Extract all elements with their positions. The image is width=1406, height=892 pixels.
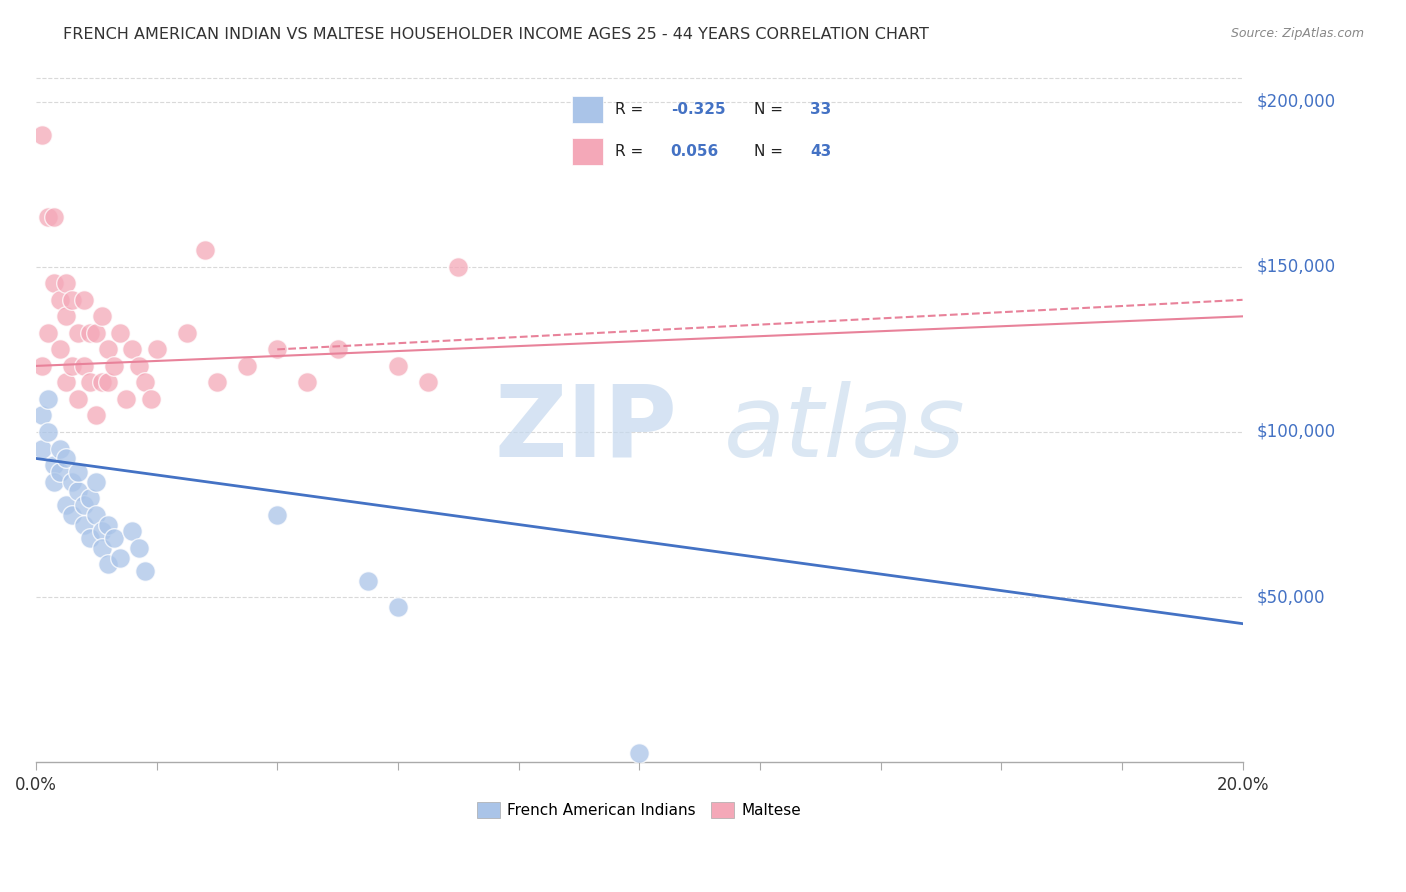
Text: 33: 33 bbox=[810, 103, 831, 117]
Text: $50,000: $50,000 bbox=[1257, 588, 1326, 607]
Point bbox=[42, 211, 65, 225]
Text: ZIP: ZIP bbox=[495, 381, 678, 478]
FancyBboxPatch shape bbox=[572, 96, 603, 123]
Text: -0.325: -0.325 bbox=[671, 103, 725, 117]
Text: R =: R = bbox=[614, 145, 648, 159]
Point bbox=[97, 343, 120, 357]
Point bbox=[79, 531, 101, 545]
Point bbox=[67, 392, 90, 406]
Point bbox=[128, 359, 150, 373]
Point bbox=[37, 425, 59, 439]
Point bbox=[55, 498, 77, 512]
Text: R =: R = bbox=[614, 103, 648, 117]
Point bbox=[91, 310, 114, 324]
Text: FRENCH AMERICAN INDIAN VS MALTESE HOUSEHOLDER INCOME AGES 25 - 44 YEARS CORRELAT: FRENCH AMERICAN INDIAN VS MALTESE HOUSEH… bbox=[63, 27, 929, 42]
Text: $150,000: $150,000 bbox=[1257, 258, 1336, 276]
Point bbox=[37, 326, 59, 340]
Point bbox=[103, 531, 125, 545]
Point bbox=[55, 451, 77, 466]
Point bbox=[115, 392, 138, 406]
Point bbox=[416, 376, 439, 390]
Point bbox=[145, 343, 167, 357]
Point bbox=[31, 442, 53, 456]
Point bbox=[60, 359, 83, 373]
Point bbox=[97, 517, 120, 532]
Point bbox=[297, 376, 319, 390]
Point bbox=[55, 310, 77, 324]
Point bbox=[42, 458, 65, 472]
Point bbox=[60, 475, 83, 489]
Point bbox=[91, 524, 114, 538]
Point bbox=[91, 376, 114, 390]
Point bbox=[387, 359, 409, 373]
Point bbox=[79, 326, 101, 340]
Point bbox=[103, 359, 125, 373]
Text: atlas: atlas bbox=[724, 381, 966, 478]
Point bbox=[49, 465, 72, 479]
Point bbox=[42, 277, 65, 291]
Text: 0.056: 0.056 bbox=[671, 145, 718, 159]
Point bbox=[31, 359, 53, 373]
Point bbox=[67, 484, 90, 499]
Point bbox=[110, 550, 132, 565]
Point bbox=[49, 343, 72, 357]
Point bbox=[121, 343, 143, 357]
Point bbox=[31, 409, 53, 423]
Legend: French American Indians, Maltese: French American Indians, Maltese bbox=[471, 796, 807, 824]
Point bbox=[628, 746, 651, 760]
Text: $200,000: $200,000 bbox=[1257, 93, 1336, 111]
Point bbox=[67, 465, 90, 479]
Point bbox=[121, 524, 143, 538]
Point bbox=[205, 376, 228, 390]
Point bbox=[49, 442, 72, 456]
Point bbox=[79, 491, 101, 505]
Text: N =: N = bbox=[754, 145, 787, 159]
Point bbox=[67, 326, 90, 340]
Point bbox=[91, 541, 114, 555]
Point bbox=[326, 343, 349, 357]
Point bbox=[31, 128, 53, 142]
Point bbox=[97, 376, 120, 390]
Point bbox=[84, 409, 107, 423]
Point bbox=[55, 277, 77, 291]
Point bbox=[73, 359, 96, 373]
Point bbox=[128, 541, 150, 555]
Point bbox=[97, 557, 120, 571]
Text: N =: N = bbox=[754, 103, 787, 117]
Point bbox=[357, 574, 380, 588]
Point bbox=[447, 260, 470, 274]
Point bbox=[134, 564, 156, 578]
Point bbox=[134, 376, 156, 390]
Point bbox=[387, 600, 409, 615]
FancyBboxPatch shape bbox=[572, 138, 603, 165]
Point bbox=[60, 508, 83, 522]
Text: $100,000: $100,000 bbox=[1257, 423, 1336, 441]
Point bbox=[236, 359, 259, 373]
Point bbox=[60, 293, 83, 307]
Point bbox=[266, 508, 288, 522]
Point bbox=[37, 211, 59, 225]
Text: Source: ZipAtlas.com: Source: ZipAtlas.com bbox=[1230, 27, 1364, 40]
Point bbox=[110, 326, 132, 340]
Point bbox=[49, 293, 72, 307]
Point bbox=[37, 392, 59, 406]
Point bbox=[79, 376, 101, 390]
Point bbox=[176, 326, 198, 340]
Point bbox=[55, 376, 77, 390]
Point bbox=[73, 498, 96, 512]
Point bbox=[73, 517, 96, 532]
Point bbox=[266, 343, 288, 357]
Point bbox=[73, 293, 96, 307]
Point bbox=[194, 244, 217, 258]
Point bbox=[84, 508, 107, 522]
Text: 43: 43 bbox=[810, 145, 831, 159]
Point bbox=[84, 475, 107, 489]
Point bbox=[84, 326, 107, 340]
Point bbox=[139, 392, 162, 406]
Point bbox=[42, 475, 65, 489]
